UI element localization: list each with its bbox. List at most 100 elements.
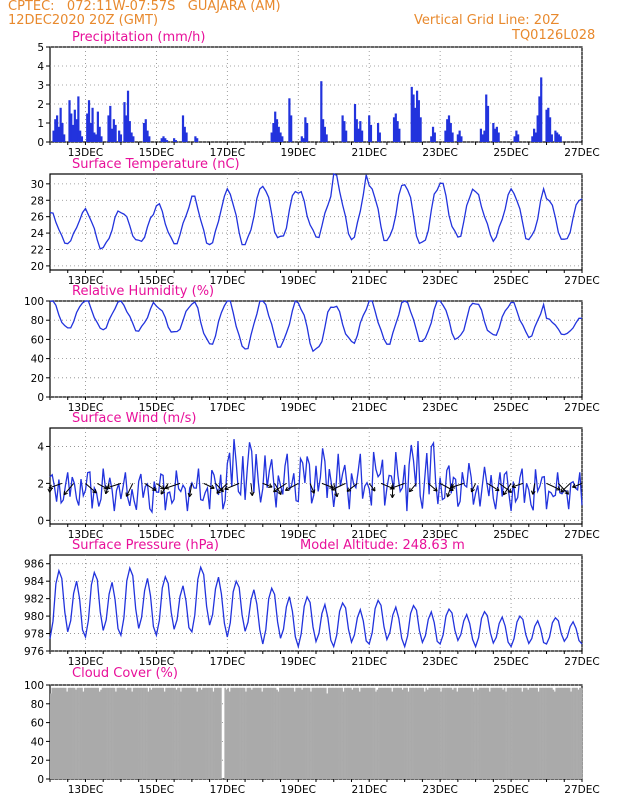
x-tick-label: 25DEC — [493, 275, 528, 287]
cloud-bar — [57, 687, 60, 779]
cloud-bar — [63, 687, 66, 779]
grid-note: Vertical Grid Line: 20Z — [414, 13, 560, 28]
panel-frame — [49, 173, 583, 271]
precip-bar — [73, 109, 76, 142]
cloud-bar — [110, 687, 113, 779]
precip-bar — [341, 115, 344, 142]
cloud-bar — [208, 687, 210, 779]
cloud-bar — [214, 687, 216, 779]
cloud-bar — [187, 687, 190, 779]
precip-bar — [128, 121, 131, 142]
wind-arrow — [511, 482, 524, 488]
cloud-bar — [215, 687, 218, 779]
cloud-bar — [180, 691, 182, 779]
wind-arrow-head — [164, 485, 170, 490]
precip-bar — [114, 124, 117, 142]
cloud-bar — [497, 687, 500, 779]
panel-3: Relative Humidity (%) 0 20 40 60 80 100 13DEC 15… — [24, 284, 600, 414]
cloud-bar — [228, 691, 231, 779]
cloud-bar — [286, 687, 289, 779]
cloud-bar — [567, 687, 569, 779]
precip-bar — [144, 119, 147, 142]
y-tick-label: 100 — [24, 296, 44, 308]
cloud-bar — [202, 687, 204, 779]
x-tick-label: 13DEC — [68, 275, 103, 287]
cloud-bar — [506, 687, 509, 779]
cloud-bar — [184, 687, 187, 779]
precip-bar — [277, 126, 280, 142]
cloud-bar — [209, 687, 212, 779]
precip-bar — [281, 136, 284, 142]
cloud-bar — [388, 687, 391, 779]
cloud-bar — [463, 687, 466, 779]
cloud-bar — [140, 687, 142, 779]
precip-bar — [148, 136, 151, 142]
precip-bar — [398, 128, 401, 142]
panel-4: Surface Wind (m/s) 0 2 4 13DEC 15DEC 17DEC 19DE… — [37, 411, 599, 541]
panel-title: Surface Pressure (hPa) — [72, 538, 219, 553]
precip-bar — [75, 119, 78, 142]
cloud-bar — [509, 687, 512, 779]
precip-bar — [449, 123, 452, 142]
cloud-bar — [454, 687, 457, 779]
precip-bar — [321, 119, 325, 142]
cloud-bar — [273, 687, 275, 779]
precip-bar — [196, 138, 199, 142]
wind-arrow-head — [470, 487, 475, 493]
x-tick-label: 15DEC — [139, 275, 174, 287]
series-line — [49, 565, 583, 650]
precip-bar — [481, 134, 484, 142]
precip-bar — [417, 100, 420, 142]
wind-arrow-head — [390, 493, 395, 498]
wind-arrow-head — [224, 485, 229, 491]
cloud-bar — [453, 687, 456, 779]
cloud-bar — [559, 687, 562, 779]
cloud-bar — [444, 687, 447, 779]
cloud-bar — [157, 687, 160, 779]
cloud-bar — [290, 687, 293, 779]
cloud-bar — [372, 687, 374, 779]
cloud-bar — [153, 687, 156, 779]
cloud-bar — [245, 691, 247, 779]
cloud-bar — [267, 687, 270, 779]
cloud-bar — [259, 687, 262, 779]
x-tick-label: 13DEC — [68, 784, 103, 796]
precip-bar — [430, 136, 433, 142]
x-tick-label: 27DEC — [564, 656, 599, 668]
cloud-bar — [274, 687, 277, 779]
cloud-bar — [528, 687, 531, 779]
cloud-bar — [392, 687, 395, 779]
cloud-bar — [527, 689, 530, 779]
precip-bar — [368, 115, 371, 142]
cloud-bar — [137, 687, 139, 779]
wind-arrow-head — [390, 485, 395, 490]
run-code: TQ0126L028 — [512, 28, 596, 43]
wind-arrow — [250, 483, 253, 496]
cloud-bar — [175, 689, 178, 779]
cloud-bar — [539, 687, 541, 779]
precip-bar — [447, 115, 451, 142]
cloud-bar — [253, 687, 256, 779]
precip-bar — [320, 81, 323, 142]
cloud-bar — [132, 687, 135, 779]
cloud-bar — [183, 687, 185, 779]
cloud-bar — [72, 687, 74, 779]
precip-bar — [89, 123, 92, 142]
precip-bar — [119, 134, 123, 142]
precip-bar — [557, 134, 561, 142]
y-tick-label: 100 — [24, 680, 44, 692]
y-tick-label: 984 — [24, 576, 44, 588]
wind-arrow-head — [433, 487, 438, 492]
wind-arrow — [144, 482, 157, 491]
precip-bar — [451, 132, 454, 142]
panel-title: Surface Wind (m/s) — [72, 411, 196, 426]
panel-2: Surface Temperature (nC) 20 22 24 26 28 30 13DE… — [31, 157, 600, 287]
cloud-bar — [465, 687, 468, 779]
y-tick-label: 80 — [31, 699, 44, 711]
cloud-bar — [373, 687, 376, 779]
precip-bar — [107, 115, 110, 142]
cloud-bar — [540, 687, 543, 779]
cloud-bar — [412, 687, 414, 779]
wind-arrow — [572, 482, 583, 488]
